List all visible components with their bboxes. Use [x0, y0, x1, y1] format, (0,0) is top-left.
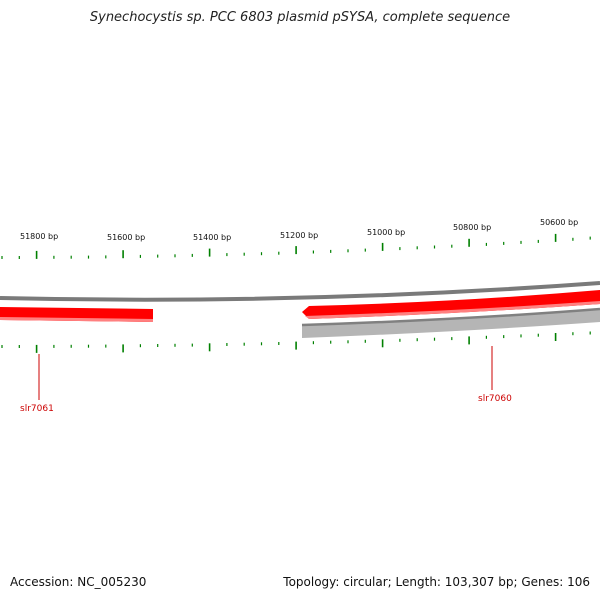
accession-text: Accession: NC_005230 [10, 575, 147, 589]
scale-label: 51800 bp [20, 232, 58, 241]
scale-label: 51600 bp [107, 233, 145, 242]
gene-arrow-slr7060[interactable] [302, 290, 600, 319]
reverse-track-segment [302, 309, 600, 338]
map-title: Synechocystis sp. PCC 6803 plasmid pSYSA… [89, 10, 511, 25]
scale-labels: 51800 bp 51600 bp 51400 bp 51200 bp 5100… [20, 218, 578, 242]
scale-label: 50600 bp [540, 218, 578, 227]
scale-label: 50800 bp [453, 223, 491, 232]
topology-text: Topology: circular; Length: 103,307 bp; … [283, 575, 590, 589]
gene-arrow-slr7060-shade [305, 301, 600, 319]
outer-tick-ring [1, 233, 591, 259]
reverse-track-edge [301, 307, 600, 327]
gene-arrow-slr7061-shade [0, 317, 153, 322]
scale-label: 51200 bp [280, 231, 318, 240]
backbone-arc [0, 281, 600, 302]
gene-label-slr7060[interactable]: slr7060 [478, 394, 512, 404]
gene-label-slr7061[interactable]: slr7061 [20, 404, 54, 414]
scale-label: 51000 bp [367, 228, 405, 237]
inner-tick-ring [1, 331, 591, 353]
scale-label: 51400 bp [193, 233, 231, 242]
